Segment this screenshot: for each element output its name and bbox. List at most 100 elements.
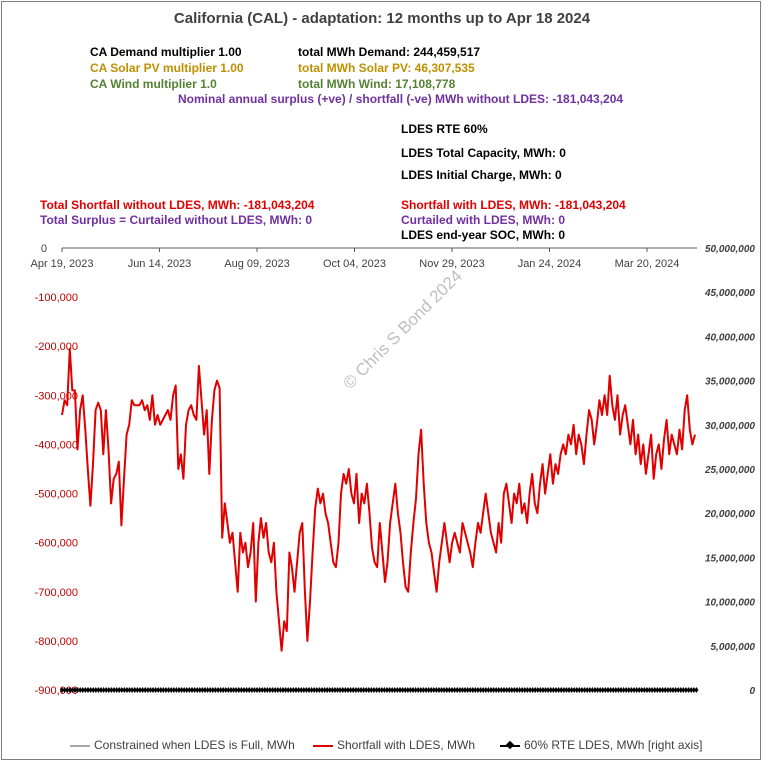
ldes-point [255, 687, 259, 693]
ldes-point [686, 687, 691, 693]
ldes-point [668, 687, 673, 693]
ldes-point [226, 687, 231, 693]
ldes-point [582, 687, 587, 693]
ldes-point [624, 687, 629, 693]
ldes-point [307, 687, 311, 693]
chart-title: California (CAL) - adaptation: 12 months… [173, 10, 591, 27]
ldes-point [88, 687, 93, 693]
ldes-point [208, 687, 213, 693]
ldes-point [244, 687, 249, 693]
ldes-point [330, 687, 335, 693]
ldes-point [340, 687, 345, 693]
ldes-point [608, 687, 613, 693]
ldes-point [611, 687, 616, 693]
ldes-point [78, 687, 83, 693]
ldes-point [481, 687, 486, 693]
ldes-point [119, 687, 124, 693]
ldes-point [223, 687, 228, 693]
legend-item-ldes: 60% RTE LDES, MWh [right axis] [500, 738, 703, 752]
ldes-point [151, 687, 155, 693]
ldes-point [673, 687, 678, 693]
ldes-point [504, 687, 509, 693]
legend-swatch-shortfall [313, 744, 333, 747]
ldes-point [117, 687, 122, 693]
ldes-point [658, 687, 662, 693]
ldes-point [268, 687, 272, 693]
ldes-point [249, 687, 254, 693]
ldes-point [325, 687, 330, 693]
ldes-point [135, 687, 140, 693]
ldes-point [593, 687, 597, 693]
y-left-tick-label: -500,000 [35, 489, 78, 501]
y-left-tick-label: -300,000 [35, 390, 78, 402]
ldes-point [447, 687, 452, 693]
ldes-point [530, 687, 535, 693]
ldes-point [382, 687, 387, 693]
legend-swatch-ldes [500, 740, 520, 750]
ldes-series [60, 687, 699, 693]
ldes-point [486, 687, 491, 693]
ldes-point [642, 687, 647, 693]
ldes-point [632, 687, 636, 693]
ldes-point [561, 687, 566, 693]
ldes-point [101, 687, 106, 693]
ldes-point [359, 687, 363, 693]
ldes-point [567, 687, 571, 693]
watermark: © Chris S Bond 2024 [339, 266, 466, 393]
ldes-point [533, 687, 538, 693]
ldes-point [580, 687, 584, 693]
ldes-point [140, 687, 145, 693]
ldes-point [356, 687, 361, 693]
ldes-point [574, 687, 579, 693]
ldes-point [637, 687, 642, 693]
y-right-tick-label: 35,000,000 [705, 377, 755, 388]
ldes-point [517, 687, 522, 693]
ldes-point [564, 687, 569, 693]
ldes-point [377, 687, 382, 693]
ldes-point [99, 687, 103, 693]
ldes-point [691, 687, 696, 693]
ldes-point [91, 687, 96, 693]
ldes-point [182, 687, 187, 693]
ldes-point [273, 687, 278, 693]
x-axis: Apr 19, 2023 Jun 14, 2023 Aug 09, 2023 Oct … [31, 247, 697, 270]
ldes-point [600, 687, 605, 693]
ldes-end-year-soc: LDES end-year SOC, MWh: 0 [401, 228, 566, 242]
ldes-point [465, 687, 470, 693]
ldes-point [483, 687, 488, 693]
ldes-point [294, 687, 298, 693]
ldes-point [398, 687, 402, 693]
ldes-point [86, 687, 90, 693]
ldes-point [509, 687, 514, 693]
ldes-point [603, 687, 608, 693]
ldes-point [132, 687, 137, 693]
ldes-point [283, 687, 288, 693]
ldes-point [489, 687, 493, 693]
wind-multiplier: CA Wind multiplier 1.0 [90, 77, 217, 91]
ldes-point [416, 687, 421, 693]
ldes-point [437, 687, 441, 693]
ldes-point [372, 687, 376, 693]
ldes-point [548, 687, 553, 693]
ldes-point [343, 687, 348, 693]
ldes-point [127, 687, 132, 693]
ldes-point [317, 687, 322, 693]
ldes-rte: LDES RTE 60% [401, 122, 488, 136]
ldes-point [694, 687, 699, 693]
ldes-point [229, 687, 233, 693]
ldes-point [221, 687, 226, 693]
ldes-point [60, 687, 64, 693]
ldes-point [257, 687, 262, 693]
ldes-point [569, 687, 574, 693]
ldes-point [114, 687, 119, 693]
x-tick-label: Oct 04, 2023 [323, 258, 386, 270]
ldes-point [104, 687, 109, 693]
total-solar: total MWh Solar PV: 46,307,535 [298, 61, 475, 75]
ldes-point [665, 687, 670, 693]
ldes-point [281, 687, 285, 693]
ldes-point [374, 687, 379, 693]
ldes-point [520, 687, 525, 693]
y-right-tick-label: 5,000,000 [711, 642, 756, 653]
ldes-point [616, 687, 621, 693]
